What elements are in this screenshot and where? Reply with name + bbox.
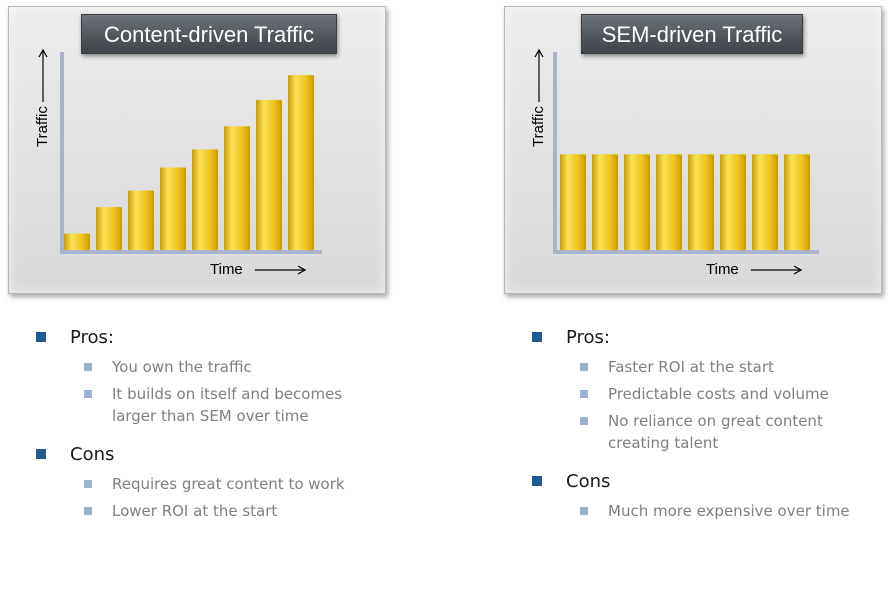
sem-traffic-chart-panel: Traffic Time SEM-driven Traffic — [504, 6, 882, 294]
x-axis-line — [553, 250, 819, 254]
bar-2 — [592, 154, 618, 250]
list-item: No reliance on great content creating ta… — [580, 410, 848, 454]
square-bullet-icon — [532, 332, 542, 342]
list-item-text: Lower ROI at the start — [112, 502, 278, 520]
bar-8 — [288, 75, 314, 250]
content-traffic-chart: Traffic Time — [34, 48, 322, 278]
list-item-text: Requires great content to work — [112, 475, 345, 493]
chart-title-content: Content-driven Traffic — [81, 14, 337, 54]
axes — [60, 52, 322, 254]
square-bullet-icon — [580, 417, 588, 425]
pros-heading: Pros: — [70, 326, 114, 348]
x-axis-line — [60, 250, 322, 254]
bar-3 — [624, 154, 650, 250]
list-item: Lower ROI at the start — [84, 500, 456, 522]
bar-4 — [656, 154, 682, 250]
x-axis-label: Time — [210, 261, 243, 278]
list-item-text: Faster ROI at the start — [608, 358, 774, 376]
pros-items: Faster ROI at the start Predictable cost… — [580, 356, 882, 454]
cons-heading: Cons — [566, 470, 611, 492]
cons-items: Requires great content to work Lower ROI… — [84, 473, 456, 522]
list-item: Much more expensive over time — [580, 500, 882, 522]
x-axis-arrow-icon — [751, 265, 803, 275]
list-item-text: Much more expensive over time — [608, 502, 850, 520]
square-bullet-icon — [532, 476, 542, 486]
bar-1 — [64, 233, 90, 250]
bar-7 — [752, 154, 778, 250]
pros-heading: Pros: — [566, 326, 610, 348]
bar-1 — [560, 154, 586, 250]
sem-traffic-chart: Traffic Time — [530, 48, 819, 278]
square-bullet-icon — [84, 390, 92, 398]
y-axis-arrow-icon — [38, 48, 48, 102]
y-axis-label: Traffic — [34, 106, 51, 147]
square-bullet-icon — [580, 390, 588, 398]
bar-6 — [720, 154, 746, 250]
list-item: Predictable costs and volume — [580, 383, 882, 405]
x-axis-label: Time — [706, 261, 739, 278]
square-bullet-icon — [36, 449, 46, 459]
y-axis-label: Traffic — [530, 106, 547, 147]
axes — [553, 52, 819, 254]
y-axis-line — [553, 52, 557, 254]
list-item: It builds on itself and becomes larger t… — [84, 383, 352, 427]
square-bullet-icon — [36, 332, 46, 342]
cons-items: Much more expensive over time — [580, 500, 882, 522]
cons-group: Cons Requires great content to work Lowe… — [36, 439, 456, 522]
bar-3 — [128, 190, 154, 250]
list-item-text: No reliance on great content creating ta… — [608, 412, 823, 452]
bar-8 — [784, 154, 810, 250]
bar-5 — [688, 154, 714, 250]
content-pros-cons-list: Pros: You own the traffic It builds on i… — [36, 322, 456, 534]
bar-4 — [160, 167, 186, 250]
list-item-text: You own the traffic — [112, 358, 252, 376]
bar-2 — [96, 207, 122, 250]
y-axis-line — [60, 52, 64, 254]
chart-title-sem: SEM-driven Traffic — [581, 14, 803, 54]
cons-group: Cons Much more expensive over time — [532, 466, 882, 522]
y-axis-arrow-icon — [534, 48, 544, 102]
bar-5 — [192, 149, 218, 250]
cons-heading: Cons — [70, 443, 115, 465]
pros-items: You own the traffic It builds on itself … — [84, 356, 456, 427]
square-bullet-icon — [84, 507, 92, 515]
pros-group: Pros: Faster ROI at the start Predictabl… — [532, 322, 882, 454]
square-bullet-icon — [84, 363, 92, 371]
square-bullet-icon — [580, 507, 588, 515]
pros-group: Pros: You own the traffic It builds on i… — [36, 322, 456, 427]
content-traffic-chart-panel: Traffic Time Content-driven Traffic — [8, 6, 386, 294]
square-bullet-icon — [580, 363, 588, 371]
sem-pros-cons-list: Pros: Faster ROI at the start Predictabl… — [532, 322, 882, 534]
list-item-text: It builds on itself and becomes larger t… — [112, 385, 343, 425]
list-item-text: Predictable costs and volume — [608, 385, 829, 403]
list-item: You own the traffic — [84, 356, 456, 378]
square-bullet-icon — [84, 480, 92, 488]
x-axis-arrow-icon — [255, 265, 307, 275]
bar-6 — [224, 126, 250, 250]
list-item: Faster ROI at the start — [580, 356, 882, 378]
list-item: Requires great content to work — [84, 473, 456, 495]
bar-7 — [256, 99, 282, 250]
